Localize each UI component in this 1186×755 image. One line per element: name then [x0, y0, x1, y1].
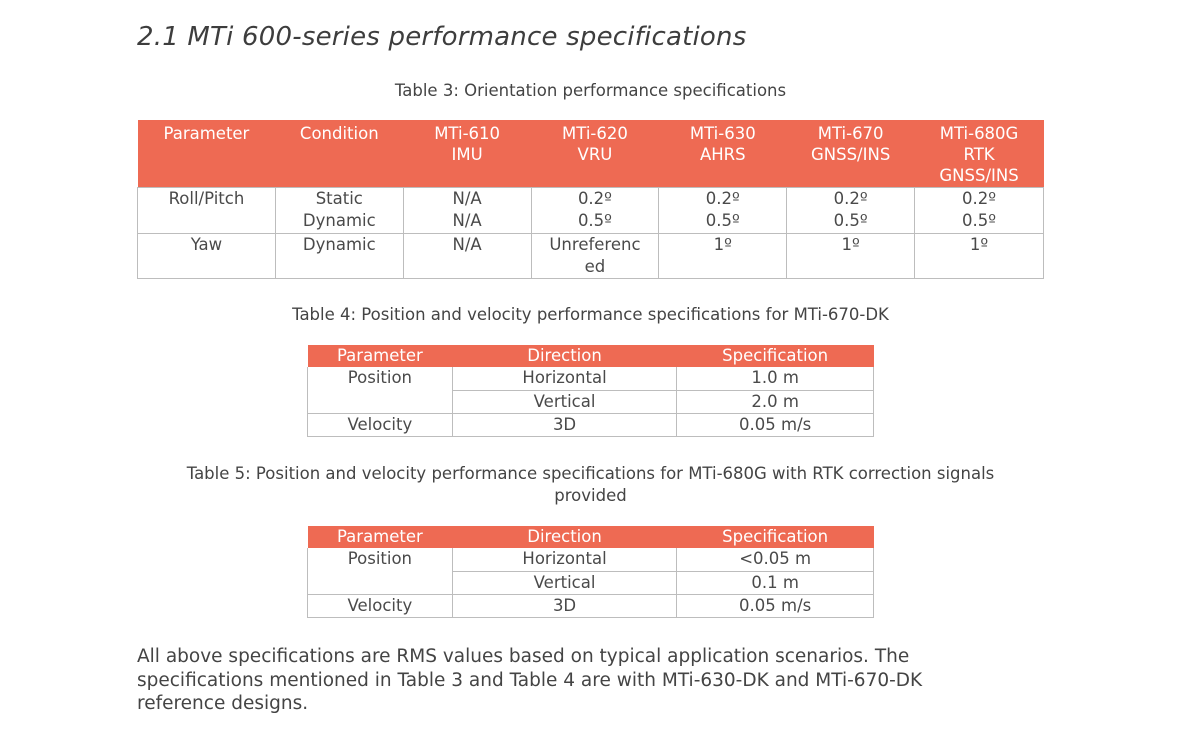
cell-spec: 0.05 m/s — [676, 593, 874, 618]
table-row: Roll/Pitch Static Dynamic N/A N/A 0.2º 0.5º… — [137, 186, 1044, 234]
table5-caption-line1: Table 5: Position and velocity performan… — [186, 464, 995, 483]
orientation-spec-table: Parameter Condition MTi-610 IMU MTi-620 VR… — [137, 120, 1044, 279]
cell-value: Unreferenc ed — [530, 232, 660, 279]
note-line: reference designs. — [137, 693, 309, 714]
cell-parameter: Yaw — [137, 232, 276, 279]
table5-caption: Table 5: Position and velocity performan… — [137, 463, 1044, 507]
table-row: Velocity 3D 0.05 m/s — [307, 412, 874, 437]
header-parameter: Parameter — [307, 526, 453, 548]
header-mti-610: MTi-610 IMU — [403, 120, 531, 187]
table5-caption-line2: provided — [554, 486, 627, 505]
cell-parameter — [307, 571, 453, 595]
cell-value: 0.2º 0.5º — [786, 186, 916, 234]
header-specification: Specification — [676, 345, 874, 367]
cell-parameter: Position — [307, 367, 453, 390]
table3-caption: Table 3: Orientation performance specifi… — [394, 81, 787, 100]
position-velocity-table-670: Parameter Direction Specification Positi… — [307, 345, 874, 437]
cell-value: 0.2º 0.5º — [914, 186, 1044, 234]
cell-spec: 0.05 m/s — [676, 412, 874, 437]
cell-spec: 0.1 m — [676, 570, 874, 595]
cell-value: 0.2º 0.5º — [530, 186, 660, 234]
header-direction: Direction — [452, 345, 677, 367]
cell-condition: Dynamic — [274, 232, 404, 279]
cell-spec: 1.0 m — [676, 367, 874, 391]
cell-direction: Horizontal — [451, 367, 678, 391]
header-mti-620: MTi-620 VRU — [531, 120, 659, 187]
header-mti-670: MTi-670 GNSS/INS — [786, 120, 915, 187]
header-parameter: Parameter — [137, 120, 276, 187]
table-row: Velocity 3D 0.05 m/s — [307, 593, 874, 618]
header-direction: Direction — [452, 526, 677, 548]
cell-direction: Vertical — [451, 389, 678, 414]
cell-value: N/A — [402, 232, 532, 279]
cell-value: 0.2º 0.5º — [658, 186, 788, 234]
specification-note: All above specifications are RMS values … — [137, 645, 1037, 716]
table-row: Position Horizontal 1.0 m — [307, 367, 874, 391]
table-row: Yaw Dynamic N/A Unreferenc ed 1º 1º 1º — [137, 232, 1044, 279]
section-title: 2.1 MTi 600-series performance specifica… — [137, 22, 747, 52]
cell-value: N/A N/A — [402, 186, 532, 234]
cell-parameter: Roll/Pitch — [137, 186, 276, 234]
note-line: All above specifications are RMS values … — [137, 646, 910, 667]
table-row: Vertical 0.1 m — [307, 570, 874, 595]
cell-value: 1º — [914, 232, 1044, 279]
cell-parameter: Velocity — [307, 593, 453, 618]
header-mti-680g: MTi-680G RTK GNSS/INS — [914, 120, 1044, 187]
cell-condition: Static Dynamic — [274, 186, 404, 234]
header-specification: Specification — [676, 526, 874, 548]
cell-direction: 3D — [451, 412, 678, 437]
header-parameter: Parameter — [307, 345, 453, 367]
cell-value: 1º — [658, 232, 788, 279]
header-mti-630: MTi-630 AHRS — [658, 120, 787, 187]
cell-direction: Vertical — [451, 570, 678, 595]
table-row: Vertical 2.0 m — [307, 389, 874, 414]
header-condition: Condition — [275, 120, 404, 187]
cell-parameter — [307, 390, 453, 414]
cell-value: 1º — [786, 232, 916, 279]
cell-spec: <0.05 m — [676, 548, 874, 572]
cell-parameter: Position — [307, 548, 453, 571]
cell-direction: Horizontal — [451, 548, 678, 572]
cell-direction: 3D — [451, 593, 678, 618]
table4-caption: Table 4: Position and velocity performan… — [292, 305, 889, 324]
cell-spec: 2.0 m — [676, 389, 874, 414]
note-line: specifications mentioned in Table 3 and … — [137, 669, 923, 691]
position-velocity-table-680g: Parameter Direction Specification Positi… — [307, 526, 874, 618]
cell-parameter: Velocity — [307, 412, 453, 437]
table-row: Position Horizontal <0.05 m — [307, 548, 874, 572]
